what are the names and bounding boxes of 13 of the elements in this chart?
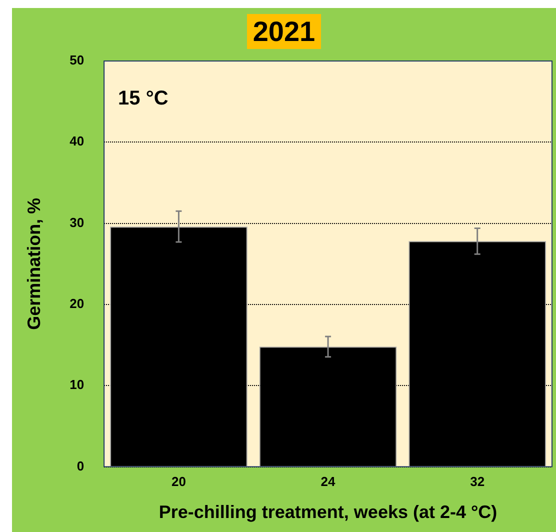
y-axis-title: Germination, % <box>24 198 44 330</box>
annotation: 15 °C <box>118 88 168 110</box>
x-tick-label: 32 <box>470 474 485 490</box>
x-tick-label: 20 <box>171 474 186 490</box>
y-tick-label: 20 <box>70 296 84 312</box>
chart-title: 2021 <box>246 14 322 49</box>
y-tick-label: 0 <box>76 458 84 474</box>
y-tick-label: 40 <box>70 134 84 149</box>
y-tick-label: 50 <box>70 52 84 68</box>
y-tick-label: 30 <box>70 214 84 230</box>
x-axis-title: Pre-chilling treatment, weeks (at 2-4 °C) <box>158 502 498 522</box>
y-tick-label: 10 <box>70 377 84 392</box>
x-tick-label: 24 <box>320 474 336 490</box>
